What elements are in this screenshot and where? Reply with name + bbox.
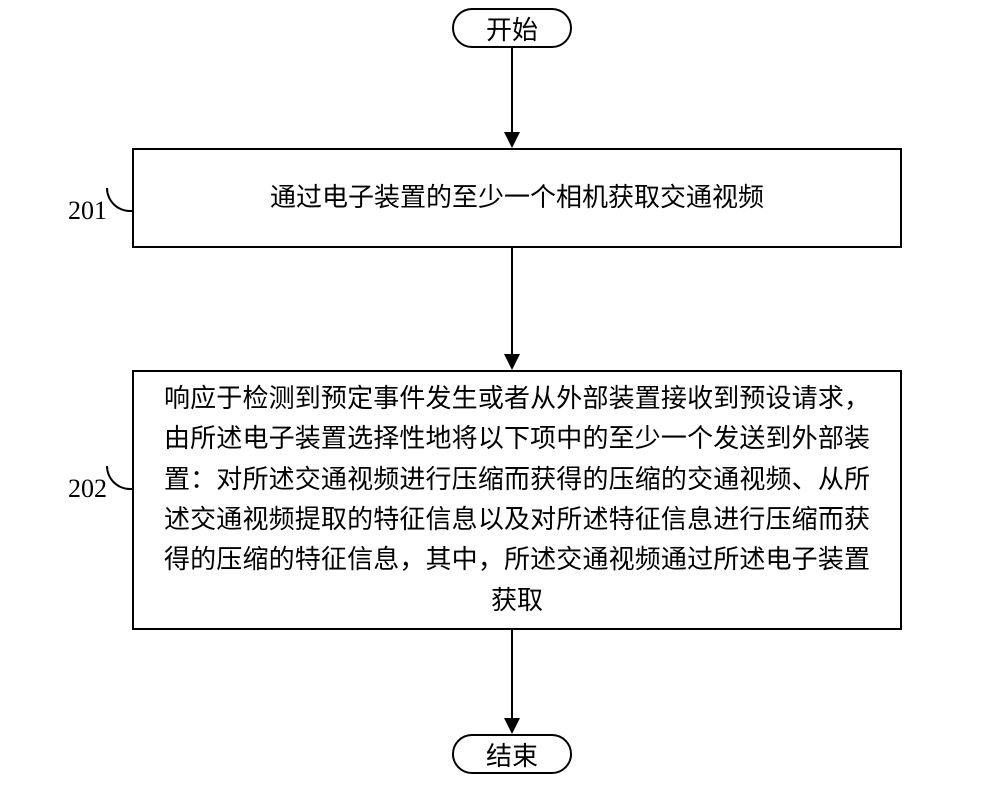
process-step-201: 通过电子装置的至少一个相机获取交通视频	[132, 148, 902, 248]
step-label-201: 201	[68, 196, 107, 226]
start-text: 开始	[486, 10, 538, 47]
process-step-202: 响应于检测到预定事件发生或者从外部装置接收到预设请求，由所述电子装置选择性地将以…	[132, 370, 902, 630]
process-step-201-text: 通过电子装置的至少一个相机获取交通视频	[270, 178, 764, 218]
step-label-202: 202	[68, 474, 107, 504]
process-step-202-text: 响应于检测到预定事件发生或者从外部装置接收到预设请求，由所述电子装置选择性地将以…	[164, 379, 870, 621]
label-connector-202	[106, 466, 134, 490]
start-terminator: 开始	[452, 8, 572, 48]
edge-start-step1	[500, 48, 524, 148]
edge-step2-end	[500, 630, 524, 734]
end-text: 结束	[486, 736, 538, 773]
flowchart-canvas: 开始 通过电子装置的至少一个相机获取交通视频 201 响应于检测到预定事件发生或…	[0, 0, 1000, 794]
edge-step1-step2	[500, 248, 524, 370]
label-connector-201	[106, 188, 134, 212]
end-terminator: 结束	[452, 734, 572, 774]
